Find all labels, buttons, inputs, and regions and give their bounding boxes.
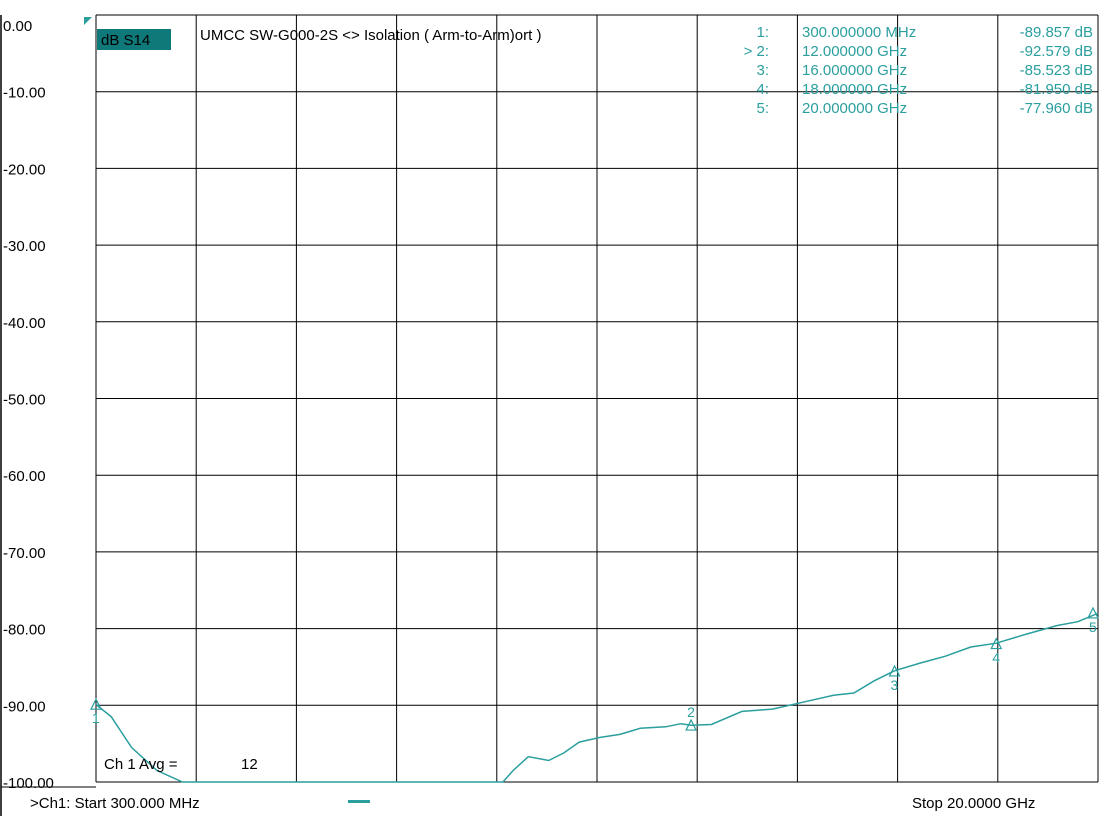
marker-readout-value: -85.523 dB — [1020, 62, 1093, 79]
trace-marker-label: 5 — [1089, 619, 1097, 635]
trace-marker-3[interactable]: 3 — [888, 664, 901, 693]
marker-readout-id: 3: — [756, 62, 769, 79]
y-tick-label: -30.00 — [3, 238, 46, 255]
y-tick-labels: 0.00 -10.00 -20.00 -30.00 -40.00 -50.00 -60.00… — [3, 18, 54, 792]
marker-readout-value: -89.857 dB — [1020, 24, 1093, 41]
marker-readout-value: -77.960 dB — [1020, 100, 1093, 117]
trace-markers: 1 2 3 4 5 — [90, 606, 1099, 731]
marker-readout-value: -81.950 dB — [1020, 81, 1093, 98]
marker-readout-frequency: 18.000000 GHz — [802, 81, 907, 98]
y-tick-label: -10.00 — [3, 85, 46, 102]
trace-marker-label: 3 — [891, 677, 899, 693]
marker-table: 1: 300.000000 MHz -89.857 dB > 2: 12.000000 … — [744, 24, 1093, 117]
marker-readout-id: 1: — [756, 24, 769, 41]
y-tick-label: -80.00 — [3, 622, 46, 639]
trace-marker-1[interactable]: 1 — [90, 697, 102, 726]
measurement-label[interactable]: dB S14 — [101, 32, 150, 49]
trace-marker-label: 1 — [92, 710, 100, 726]
y-tick-label: -50.00 — [3, 392, 46, 409]
marker-readout-frequency: 20.000000 GHz — [802, 100, 907, 117]
y-tick-label: -20.00 — [3, 161, 46, 178]
y-tick-label: -40.00 — [3, 315, 46, 332]
stop-frequency-label: Stop 20.0000 GHz — [912, 795, 1035, 812]
marker-readout-id: 4: — [756, 81, 769, 98]
trace-line — [95, 612, 1099, 783]
y-tick-label: -100.00 — [3, 775, 54, 792]
y-tick-label: -60.00 — [3, 468, 46, 485]
plot-grid — [0, 14, 1099, 816]
y-tick-label: 0.00 — [3, 18, 32, 35]
marker-readout-id: > 2: — [744, 43, 769, 60]
active-reference-marker — [84, 17, 92, 25]
y-tick-label: -70.00 — [3, 545, 46, 562]
marker-readout-value: -92.579 dB — [1020, 43, 1093, 60]
average-label: Ch 1 Avg = — [104, 756, 178, 773]
trace-legend-swatch — [348, 800, 370, 803]
average-value: 12 — [241, 756, 258, 773]
trace-marker-label: 4 — [992, 650, 1000, 666]
trace-marker-2[interactable]: 2 — [685, 704, 698, 731]
marker-readout-frequency: 12.000000 GHz — [802, 43, 907, 60]
y-tick-label: -90.00 — [3, 698, 46, 715]
marker-readout-frequency: 300.000000 MHz — [802, 24, 916, 41]
start-frequency-label: >Ch1: Start 300.000 MHz — [30, 795, 200, 812]
trace-title: UMCC SW-G000-2S <> Isolation ( Arm-to-Ar… — [200, 27, 541, 44]
trace-marker-label: 2 — [687, 704, 695, 720]
trace-marker-5[interactable]: 5 — [1087, 606, 1099, 635]
trace-marker-4[interactable]: 4 — [990, 637, 1003, 666]
measurement-label-bg — [97, 29, 171, 50]
marker-readout-frequency: 16.000000 GHz — [802, 62, 907, 79]
marker-readout-id: 5: — [756, 100, 769, 117]
